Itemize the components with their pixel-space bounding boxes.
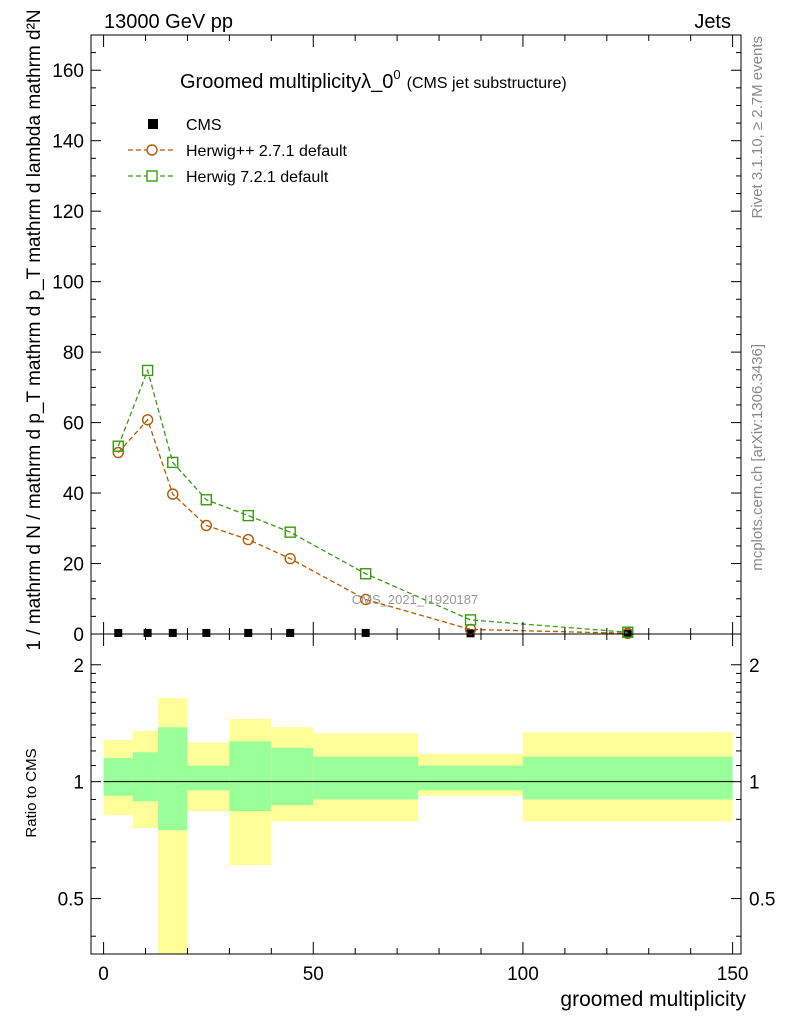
main-ytick-label: 120 — [52, 202, 84, 223]
data-point-herwig7 — [112, 440, 124, 452]
legend-item: Herwig++ 2.7.1 default — [128, 143, 348, 160]
main-ytick-label: 160 — [52, 61, 84, 82]
ratio-band-inner — [229, 741, 272, 812]
header-left: 13000 GeV pp — [104, 11, 233, 33]
ratio-band-inner — [187, 765, 230, 791]
ratio-ytick-label-right: 2 — [749, 656, 760, 677]
data-point-cms — [143, 628, 152, 637]
data-point-cms — [244, 628, 253, 637]
data-point-cms — [466, 629, 475, 638]
x-axis-label: groomed multiplicity — [560, 988, 746, 1011]
data-point-cms — [202, 628, 211, 637]
data-point-herwig7 — [359, 568, 372, 580]
legend-swatch — [148, 119, 158, 129]
data-point-herwigpp — [284, 552, 296, 565]
legend-label: Herwig 7.2.1 default — [186, 169, 329, 186]
legend: CMS Herwig++ 2.7.1 default Herwig 7.2.1 de… — [128, 117, 348, 186]
ratio-plot-panel: 0.5 0.5 1 1 2 2 0 50 100 150 — [58, 35, 775, 985]
ratio-band-inner — [313, 756, 419, 800]
ratio-y-label: Ratio to CMS — [23, 748, 40, 837]
header-right: Jets — [694, 11, 731, 33]
ratio-band-inner — [522, 756, 733, 800]
ratio-ytick-label-right: 0.5 — [749, 890, 775, 911]
legend-swatch — [146, 144, 158, 156]
data-point-herwigpp — [112, 446, 124, 459]
ratio-ytick-label-right: 1 — [749, 773, 760, 794]
main-series-layer — [112, 364, 634, 639]
legend-item: Herwig 7.2.1 default — [128, 169, 329, 186]
ratio-band-inner — [132, 752, 159, 802]
main-ytick-label: 0 — [73, 625, 84, 646]
svg-text:1 / mathrm d N / mathrm d p_T: 1 / mathrm d N / mathrm d p_T mathrm d p… — [24, 9, 45, 650]
data-point-cms — [114, 628, 123, 637]
data-point-herwig7 — [464, 614, 477, 626]
xtick-label: 50 — [303, 964, 324, 985]
data-point-cms — [168, 628, 177, 637]
legend-swatch — [146, 170, 158, 182]
ratio-ytick-label: 0.5 — [58, 890, 84, 911]
data-point-herwig7 — [622, 626, 634, 638]
data-point-cms — [361, 628, 370, 637]
series-2 — [112, 364, 634, 638]
main-ytick-label: 140 — [52, 132, 84, 153]
data-point-herwigpp — [200, 519, 213, 532]
data-point-herwigpp — [359, 593, 372, 606]
data-point-herwig7 — [141, 364, 154, 377]
ratio-band-inner — [418, 765, 523, 791]
data-point-herwig7 — [167, 456, 179, 469]
ratio-ytick-label: 1 — [73, 773, 84, 794]
data-point-herwigpp — [242, 533, 254, 546]
main-ytick-label: 40 — [63, 484, 84, 505]
main-y-label: 1 / mathrm d N / mathrm d p_T mathrm d p… — [24, 9, 45, 650]
ratio-band-inner — [158, 727, 188, 831]
watermark: CMS_2021_I1920187 — [352, 592, 479, 607]
data-point-cms — [286, 628, 295, 637]
mcplots-label: mcplots.cern.ch [arXiv:1306.3436] — [749, 344, 766, 571]
main-ytick-label: 20 — [63, 555, 84, 576]
main-ytick-label: 60 — [63, 414, 84, 435]
xtick-label: 0 — [98, 964, 109, 985]
main-subtitle: (CMS jet substructure) — [407, 75, 567, 92]
main-title: Groomed multiplicityλ_00(CMS jet substru… — [180, 67, 567, 93]
xtick-label: 150 — [717, 964, 749, 985]
ratio-bands — [103, 698, 733, 954]
data-point-herwig7 — [242, 509, 254, 522]
main-ytick-label: 100 — [52, 273, 84, 294]
series-line — [117, 368, 628, 633]
ratio-y-ticks: 0.5 0.5 1 1 2 2 — [58, 656, 775, 937]
main-y-ticks: 0 20 40 60 80 100 120 140 160 — [52, 52, 741, 646]
data-point-herwigpp — [167, 488, 179, 500]
series-line — [117, 418, 628, 634]
rivet-label: Rivet 3.1.10, ≥ 2.7M events — [749, 36, 766, 219]
main-ytick-label: 80 — [63, 343, 84, 364]
legend-item: CMS — [148, 117, 222, 134]
ratio-ytick-label: 2 — [73, 656, 84, 677]
series-0 — [114, 628, 632, 638]
data-point-herwig7 — [284, 526, 296, 538]
ratio-frame — [90, 633, 742, 955]
xtick-label: 100 — [507, 964, 539, 985]
legend-label: Herwig++ 2.7.1 default — [186, 143, 348, 160]
data-point-herwigpp — [141, 414, 154, 426]
ratio-band-inner — [103, 758, 133, 796]
ratio-band-inner — [271, 748, 314, 806]
data-point-herwig7 — [200, 494, 213, 506]
x-axis-ticks: 0 50 100 150 — [98, 35, 748, 985]
legend-label: CMS — [186, 117, 222, 134]
